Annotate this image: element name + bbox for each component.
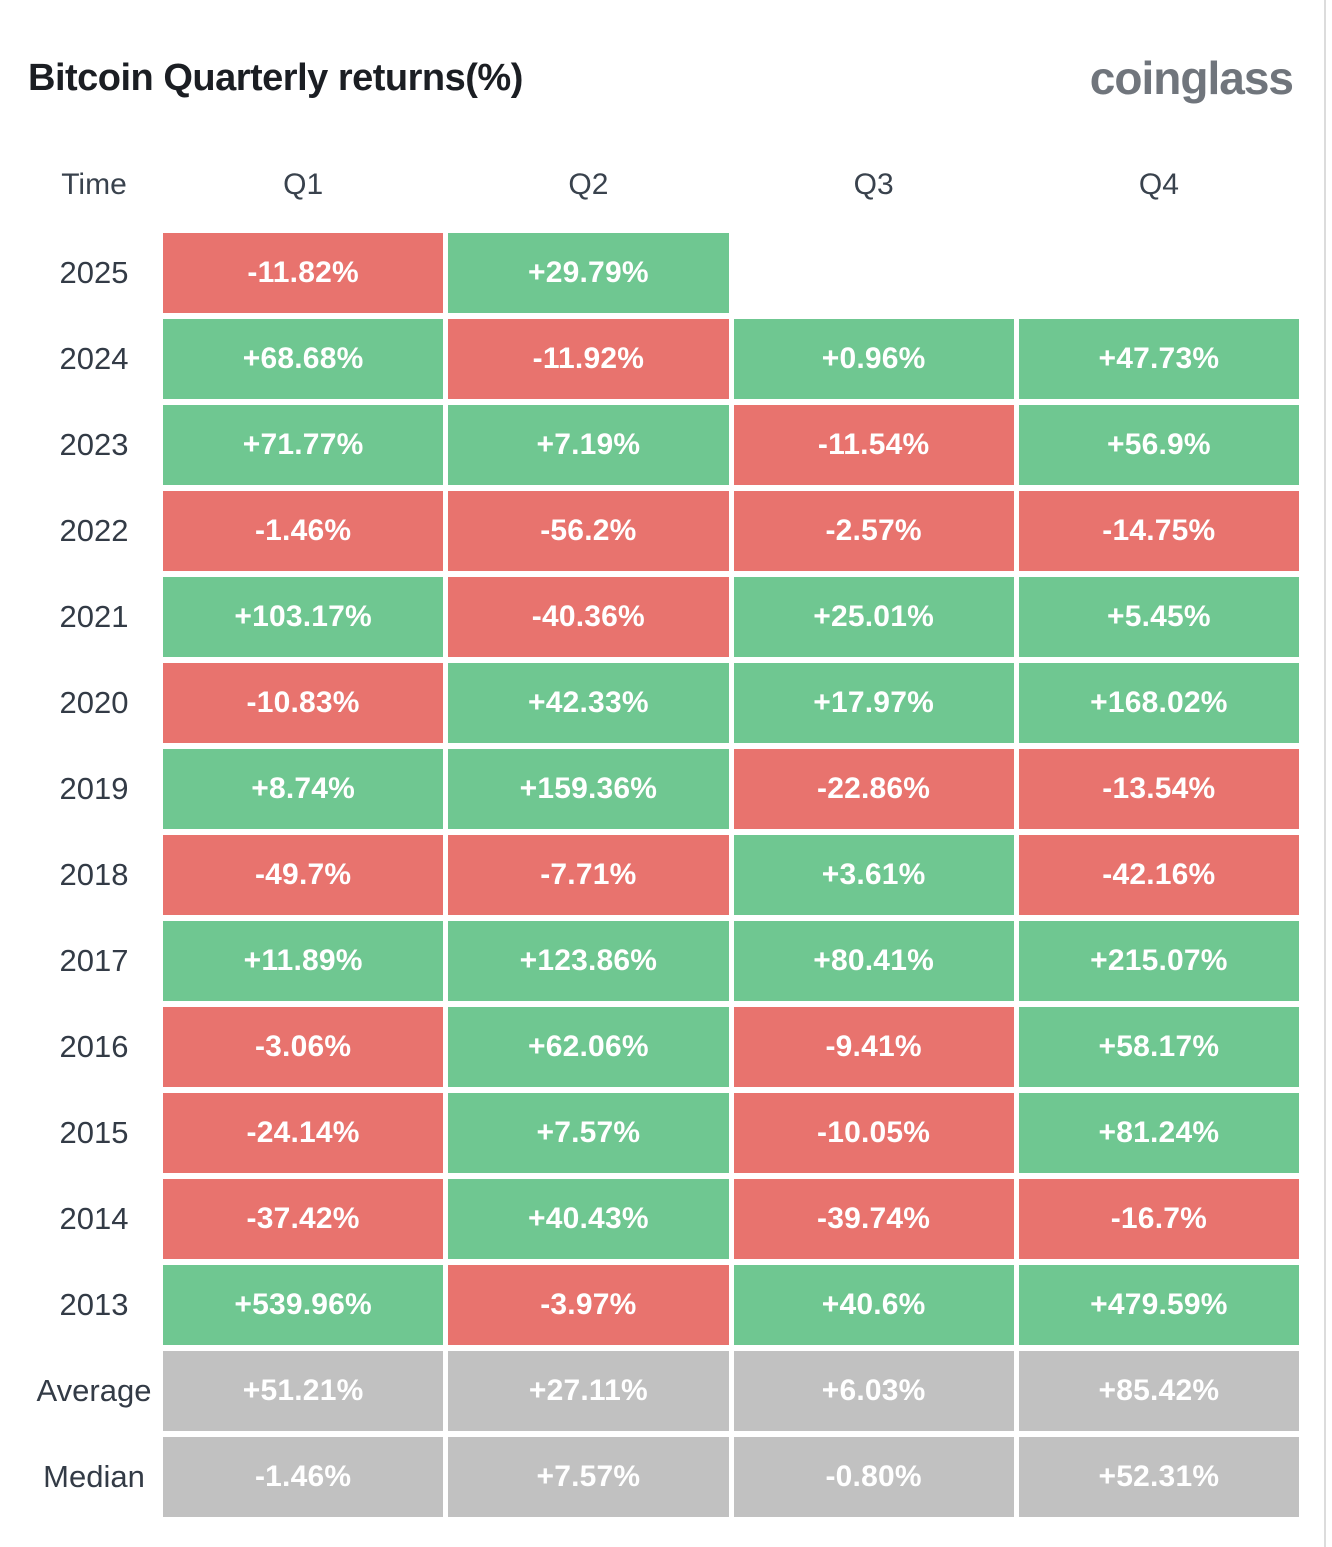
row-label: 2014 [59,1201,129,1236]
return-cell: +85.42% [1018,1351,1299,1431]
return-cell: +68.68% [163,319,444,399]
column-header-row: Time Q1 Q2 Q3 Q4 [0,168,1299,202]
row-label: 2021 [59,599,129,634]
return-cell: +159.36% [448,749,729,829]
return-cell: -40.36% [448,577,729,657]
return-cell: -11.92% [448,319,729,399]
return-cell: -14.75% [1018,491,1299,571]
return-cell: +7.19% [448,405,729,485]
return-cell: +5.45% [1018,577,1299,657]
return-cell: -16.7% [1018,1179,1299,1259]
row-label: 2015 [59,1115,129,1150]
return-cell: +47.73% [1018,319,1299,399]
column-header-q3: Q3 [853,168,894,201]
return-cell: +6.03% [733,1351,1014,1431]
return-cell: +123.86% [448,921,729,1001]
row-label: 2022 [59,513,129,548]
row-label: 2019 [59,771,129,806]
return-cell: -13.54% [1018,749,1299,829]
return-cell: +215.07% [1018,921,1299,1001]
return-cell: +539.96% [163,1265,444,1345]
return-cell: -9.41% [733,1007,1014,1087]
return-cell: +11.89% [163,921,444,1001]
return-cell: +479.59% [1018,1265,1299,1345]
returns-grid: 2025 -11.82% +29.79% 2024 +68.68% -11.92% +0.9… [0,233,1299,1517]
return-cell: -10.05% [733,1093,1014,1173]
return-cell: -1.46% [163,1437,444,1517]
return-cell: -56.2% [448,491,729,571]
return-cell: -10.83% [163,663,444,743]
return-cell: +168.02% [1018,663,1299,743]
return-cell: -2.57% [733,491,1014,571]
return-cell: +71.77% [163,405,444,485]
header-bar: Bitcoin Quarterly returns(%) coinglass [28,48,1294,108]
return-cell: +51.21% [163,1351,444,1431]
page-right-border [1324,0,1326,1547]
row-label: 2013 [59,1287,129,1322]
return-cell: -49.7% [163,835,444,915]
row-label: 2020 [59,685,129,720]
return-cell: -39.74% [733,1179,1014,1259]
return-cell: +7.57% [448,1093,729,1173]
return-cell: +25.01% [733,577,1014,657]
return-cell: -1.46% [163,491,444,571]
row-label: Median [43,1459,145,1494]
row-label: 2016 [59,1029,129,1064]
return-cell: +8.74% [163,749,444,829]
return-cell: -11.82% [163,233,444,313]
return-cell: +56.9% [1018,405,1299,485]
return-cell: +58.17% [1018,1007,1299,1087]
row-label: 2017 [59,943,129,978]
return-cell: +0.96% [733,319,1014,399]
return-cell: -37.42% [163,1179,444,1259]
coinglass-logo: coinglass [1089,52,1294,104]
column-header-q1: Q1 [283,168,324,201]
return-cell: -3.06% [163,1007,444,1087]
empty-cell [1019,233,1299,313]
return-cell: +3.61% [733,835,1014,915]
return-cell: +7.57% [448,1437,729,1517]
return-cell: +17.97% [733,663,1014,743]
return-cell: +52.31% [1018,1437,1299,1517]
return-cell: -11.54% [733,405,1014,485]
empty-cell [734,233,1014,313]
row-label: Average [36,1373,152,1408]
return-cell: +29.79% [448,233,729,313]
return-cell: +40.43% [448,1179,729,1259]
return-cell: +42.33% [448,663,729,743]
return-cell: +80.41% [733,921,1014,1001]
row-label: 2018 [59,857,129,892]
return-cell: -0.80% [733,1437,1014,1517]
return-cell: -22.86% [733,749,1014,829]
column-header-time: Time [61,168,127,201]
column-header-q2: Q2 [568,168,609,201]
row-label: 2024 [59,341,129,376]
row-label: 2023 [59,427,129,462]
return-cell: -42.16% [1018,835,1299,915]
return-cell: -3.97% [448,1265,729,1345]
return-cell: +81.24% [1018,1093,1299,1173]
return-cell: -24.14% [163,1093,444,1173]
return-cell: +103.17% [163,577,444,657]
column-header-q4: Q4 [1138,168,1179,201]
return-cell: +27.11% [448,1351,729,1431]
page-title: Bitcoin Quarterly returns(%) [28,56,523,99]
return-cell: -7.71% [448,835,729,915]
return-cell: +40.6% [733,1265,1014,1345]
return-cell: +62.06% [448,1007,729,1087]
row-label: 2025 [59,255,129,290]
